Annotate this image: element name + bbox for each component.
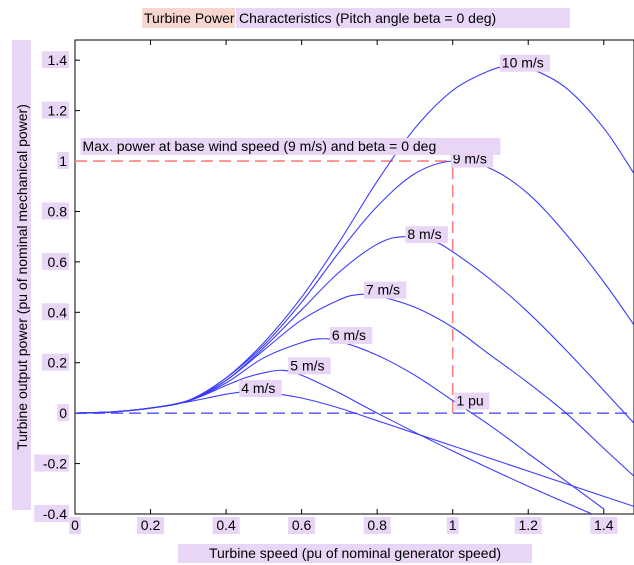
x-tick-label-bg: [212, 517, 240, 534]
y-tick-label: 1.2: [48, 103, 68, 119]
curve-label-bg: [405, 226, 448, 244]
curve-label-bg: [499, 54, 551, 72]
curve-label: 10 m/s: [502, 55, 544, 71]
ticks: 0 0.2 0.4 0.6 0.8 1 1.2 1.4 -0.4 -0.2 0 0.2 0.4 0.6 0.…: [34, 40, 618, 534]
y-tick-label: 1: [59, 153, 67, 169]
curve-label-bg: [288, 357, 331, 375]
x-tick-label-bg: [514, 517, 542, 534]
x-tick-label: 1: [449, 517, 457, 533]
y-tick-label: 0.6: [48, 254, 68, 270]
x-tick-label: 0.6: [292, 517, 312, 533]
x-tick-label-bg: [446, 517, 459, 534]
y-axis-label: Turbine output power (pu of nominal mech…: [14, 104, 30, 450]
x-tick-label-bg: [136, 517, 165, 534]
curve-label-bg: [363, 281, 407, 299]
chart-title-part-2: Characteristics (Pitch angle beta = 0 de…: [239, 10, 496, 26]
chart-title: Turbine Power Characteristics (Pitch ang…: [142, 8, 570, 28]
x-tick-label: 0.2: [141, 517, 161, 533]
y-tick-label-bg: [41, 101, 69, 119]
y-tick-label: 1.4: [48, 52, 68, 68]
curve-label: 6 m/s: [332, 327, 366, 343]
y-tick-label-bg: [41, 303, 69, 321]
curve-label-bg: [239, 379, 282, 397]
y-tick-label: 0.8: [48, 203, 68, 219]
chart-title-part-1: Turbine Power: [144, 10, 235, 26]
y-tick-label: 0.4: [48, 304, 68, 320]
y-tick-label-bg: [41, 51, 69, 69]
series-lines: [75, 65, 634, 514]
x-tick-label-bg: [363, 517, 391, 534]
annotation-bg: [80, 137, 501, 155]
y-tick-label-bg: [41, 252, 69, 270]
annotation: Max. power at base wind speed (9 m/s) an…: [83, 138, 437, 154]
x-axis-label: Turbine speed (pu of nominal generator s…: [209, 545, 501, 561]
y-tick-label: 0.2: [48, 355, 68, 371]
curve-label: 5 m/s: [290, 357, 324, 373]
curve-label-bg: [329, 327, 373, 345]
y-tick-label-bg: [57, 152, 69, 170]
curve-label: 4 m/s: [241, 380, 275, 396]
x-tick-label: 0.4: [216, 517, 236, 533]
x-tick-label: 0: [71, 517, 79, 533]
x-tick-label: 1.4: [594, 517, 614, 533]
y-tick-label-bg: [34, 454, 69, 472]
y-tick-label: -0.4: [43, 506, 67, 522]
x-tick-label: 0.8: [367, 517, 387, 533]
y-tick-label-bg: [41, 202, 69, 220]
y-tick-label-bg: [57, 404, 69, 422]
curve-label: 8 m/s: [407, 226, 441, 242]
annotation-bg: [454, 392, 490, 410]
annotation: 1 pu: [456, 393, 483, 409]
curve-label: 7 m/s: [366, 282, 400, 298]
x-tick-label-bg: [288, 517, 316, 534]
curve-labels: 10 m/s9 m/s8 m/s7 m/s6 m/s5 m/s4 m/sMax.…: [80, 54, 551, 410]
y-tick-label: -0.2: [43, 456, 67, 472]
y-tick-label-bg: [34, 505, 69, 522]
plot-area: [74, 39, 634, 515]
y-tick-label-bg: [41, 353, 69, 371]
x-tick-label-bg: [69, 517, 81, 534]
x-tick-label: 1.2: [519, 517, 539, 533]
y-tick-label: 0: [59, 405, 67, 421]
x-tick-label-bg: [590, 517, 618, 534]
